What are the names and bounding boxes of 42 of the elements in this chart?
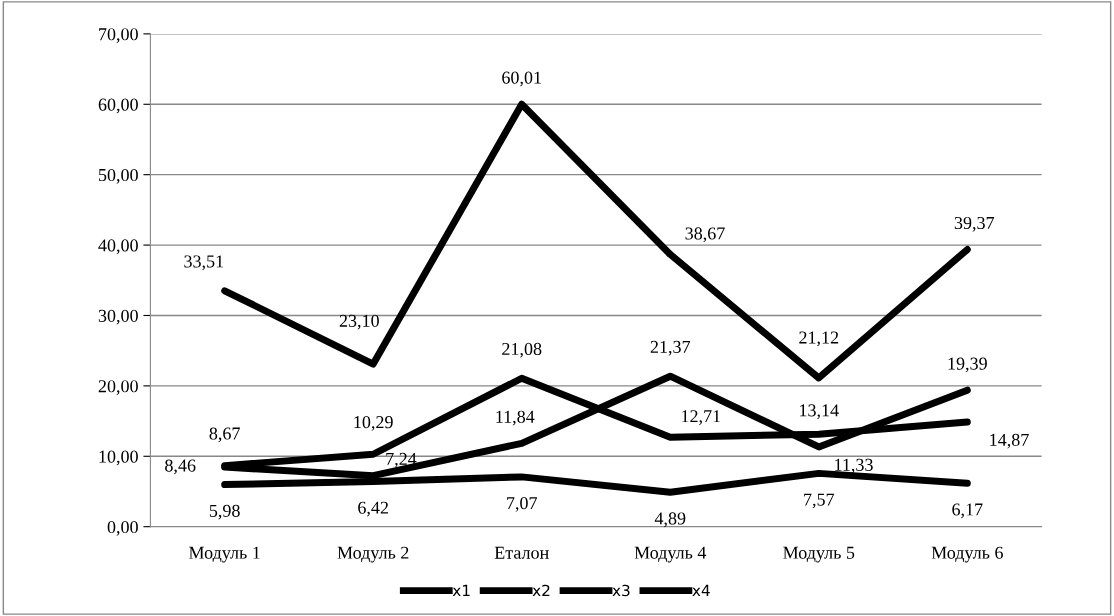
y-tick-label: 30,00 [98,309,138,325]
data-label: 14,87 [990,433,1029,449]
data-label: 6,42 [358,501,388,517]
legend-label: x1 [452,584,470,596]
data-label: 8,67 [209,427,240,443]
data-label: 38,67 [685,227,725,243]
y-tick-label: 20,00 [98,380,138,395]
y-tick-label: 0,00 [107,520,138,536]
data-label: 4,89 [654,512,686,528]
data-label: 5,98 [209,504,240,520]
data-label: 11,33 [835,458,873,474]
x-tick-label: Модуль 2 [337,546,409,563]
data-label: 21,12 [799,331,839,347]
x-tick-label: Модуль 1 [189,546,260,563]
y-tick-label: 60,00 [98,98,138,114]
data-label: 60,01 [502,71,541,87]
data-label: 21,08 [502,342,542,358]
x-tick-label: Еталон [494,546,549,559]
y-tick-label: 70,00 [99,28,138,43]
data-label: 19,39 [948,357,987,373]
y-tick-label: 50,00 [99,168,138,184]
data-label: 6,17 [952,503,983,519]
data-label: 7,07 [507,497,537,512]
legend-label: x2 [532,584,550,596]
x-tick-label: Модуль 6 [931,546,1003,563]
data-label: 21,37 [650,340,691,356]
data-label: 11,84 [496,410,535,426]
data-label: 10,29 [354,416,393,431]
legend-label: x3 [612,584,630,597]
y-tick-label: 40,00 [98,239,138,255]
data-label: 23,10 [339,314,379,330]
data-label: 39,37 [954,216,995,232]
y-tick-label: 10,00 [99,450,138,466]
data-label: 7,57 [804,493,835,509]
legend-label: x4 [692,584,710,596]
data-label: 8,46 [165,459,196,475]
data-label: 33,51 [184,255,224,271]
x-tick-label: Модуль 5 [783,546,855,563]
data-label: 13,14 [800,404,839,420]
x-tick-label: Модуль 4 [634,546,707,563]
data-label: 7,24 [386,452,417,468]
data-label: 12,71 [682,410,721,425]
